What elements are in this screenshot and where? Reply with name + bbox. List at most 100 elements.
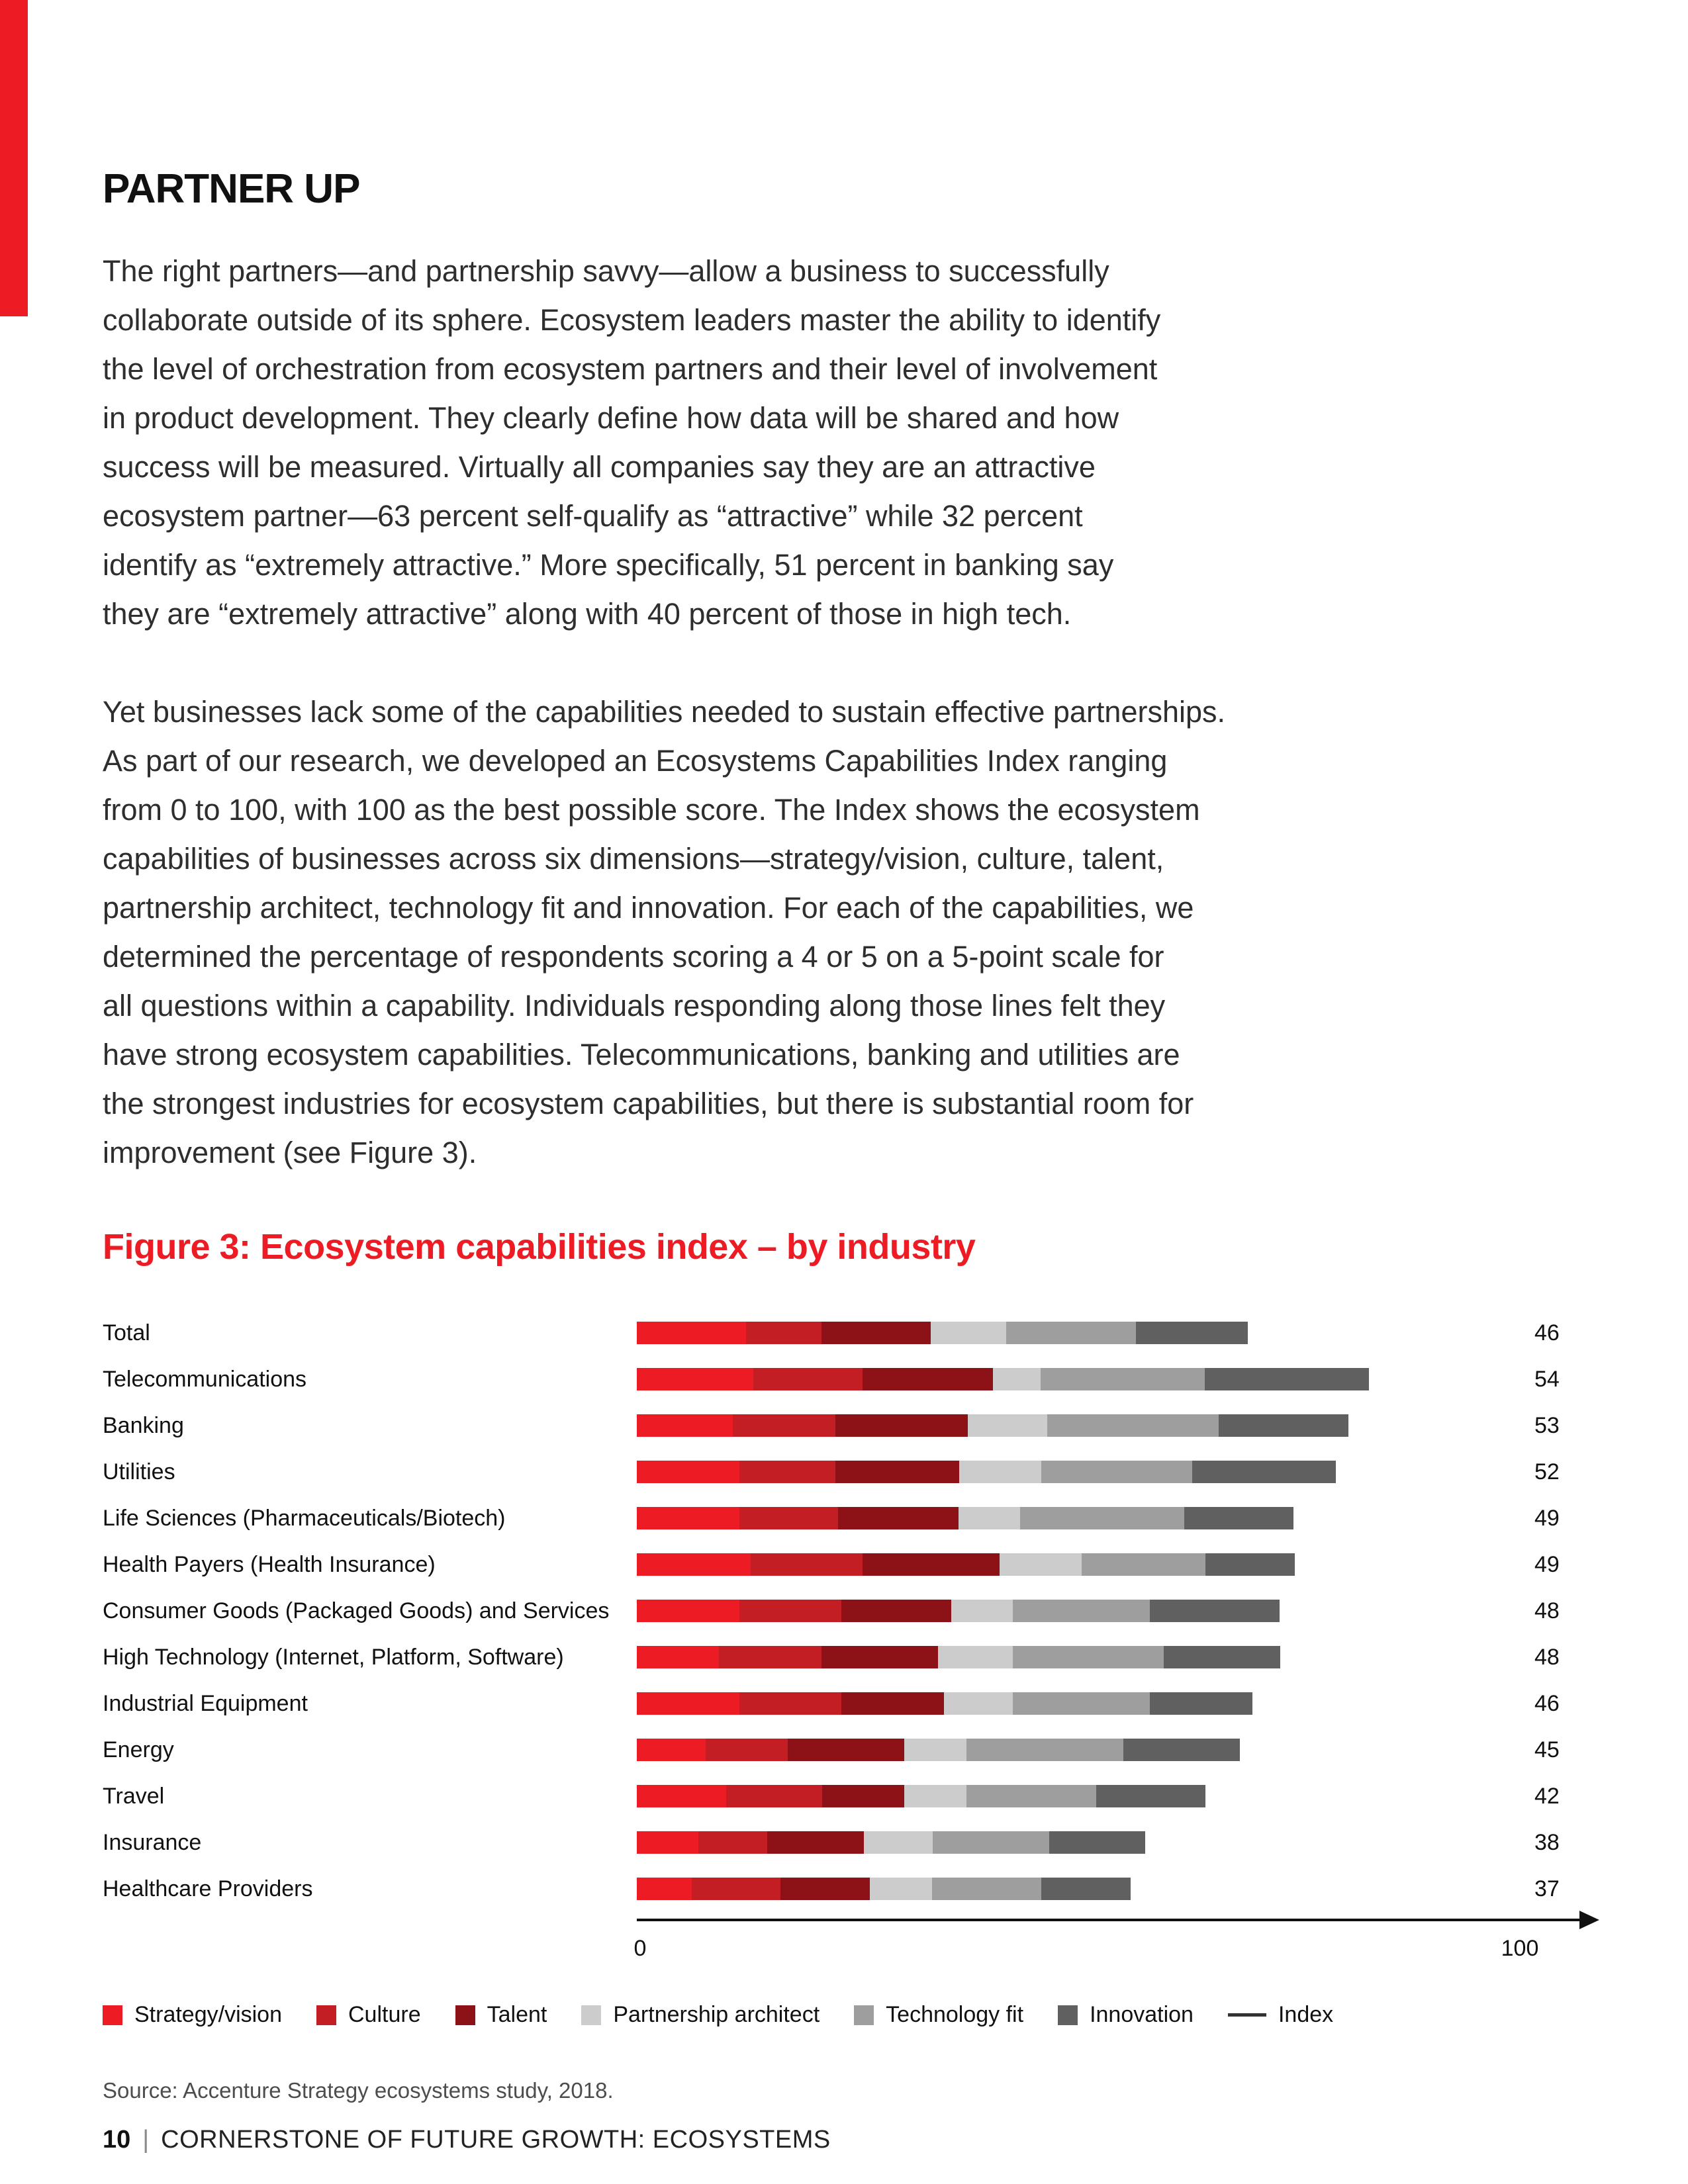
bar-segment-innovation: [1150, 1692, 1252, 1715]
page-footer: 10 | CORNERSTONE OF FUTURE GROWTH: ECOSY…: [103, 2126, 1592, 2154]
bar-segment-technology-fit: [1047, 1414, 1219, 1437]
bar-segment-culture: [719, 1646, 821, 1668]
bar-segment-partnership-architect: [1000, 1553, 1082, 1576]
chart-row-energy: Energy 45: [103, 1727, 1592, 1773]
stacked-bar: [637, 1553, 1520, 1576]
legend-label: Partnership architect: [613, 2002, 820, 2027]
bar-segment-technology-fit: [932, 1831, 1049, 1854]
stacked-bar: [637, 1692, 1520, 1715]
legend-color-swatch-icon: [316, 2005, 336, 2025]
chart-row-banking: Banking 53: [103, 1402, 1592, 1449]
bar-segment-strategy-vision: [637, 1831, 699, 1854]
bar-segment-culture: [751, 1553, 863, 1576]
bar-segment-partnership-architect: [937, 1646, 1013, 1668]
bar-segment-partnership-architect: [958, 1507, 1020, 1529]
bar-segment-technology-fit: [1013, 1600, 1150, 1622]
index-value-label: 45: [1534, 1737, 1560, 1762]
bar-segment-strategy-vision: [637, 1507, 739, 1529]
bar-segment-innovation: [1192, 1461, 1336, 1483]
bar-segment-partnership-architect: [931, 1322, 1006, 1344]
bar-segment-innovation: [1164, 1646, 1281, 1668]
legend-color-swatch-icon: [103, 2005, 122, 2025]
bar-segment-strategy-vision: [637, 1368, 754, 1390]
legend-label: Innovation: [1090, 2002, 1194, 2027]
legend-label: Index: [1278, 2002, 1334, 2027]
chart-legend: Strategy/vision Culture Talent Partnership …: [103, 2002, 1592, 2028]
bar-segment-talent: [863, 1368, 993, 1390]
page-number: 10: [103, 2126, 131, 2154]
stacked-bar: [637, 1646, 1520, 1668]
bar-segment-partnership-architect: [968, 1414, 1048, 1437]
chart-row-total: Total 46: [103, 1310, 1592, 1356]
bar-segment-culture: [726, 1785, 823, 1807]
index-value-label: 42: [1534, 1783, 1560, 1809]
legend-label: Strategy/vision: [134, 2002, 282, 2027]
bar-segment-talent: [841, 1600, 951, 1622]
bar-segment-strategy-vision: [637, 1414, 733, 1437]
bar-segment-talent: [863, 1553, 1000, 1576]
bar-segment-strategy-vision: [637, 1785, 726, 1807]
bar-segment-strategy-vision: [637, 1692, 739, 1715]
bar-segment-talent: [838, 1507, 959, 1529]
bar-segment-innovation: [1205, 1553, 1295, 1576]
bar-segment-strategy-vision: [637, 1646, 720, 1668]
page-edge-accent-bar: [0, 0, 28, 316]
footer-separator: |: [142, 2126, 150, 2154]
footer-title: CORNERSTONE OF FUTURE GROWTH: ECOSYSTEMS: [161, 2126, 831, 2154]
bar-segment-partnership-architect: [904, 1785, 966, 1807]
legend-item-innovation: Innovation: [1058, 2002, 1194, 2028]
index-value-label: 46: [1534, 1690, 1560, 1716]
chart-row-high-technology-internet-platform-software: High Technology (Internet, Platform, Sof…: [103, 1634, 1592, 1680]
bar-segment-innovation: [1184, 1507, 1294, 1529]
bar-segment-culture: [739, 1600, 842, 1622]
legend-line-marker: [1227, 2013, 1266, 2017]
stacked-bar: [637, 1414, 1520, 1437]
bar-segment-strategy-vision: [637, 1600, 739, 1622]
bar-segment-innovation: [1204, 1368, 1369, 1390]
stacked-bar: [637, 1785, 1520, 1807]
legend-item-technology-fit: Technology fit: [854, 2002, 1023, 2028]
index-value-label: 37: [1534, 1876, 1560, 1901]
bar-segment-culture: [698, 1831, 768, 1854]
legend-label: Culture: [348, 2002, 421, 2027]
category-label: Consumer Goods (Packaged Goods) and Serv…: [103, 1598, 610, 1623]
stacked-bar: [637, 1739, 1520, 1761]
bar-segment-partnership-architect: [904, 1739, 966, 1761]
bar-segment-strategy-vision: [637, 1878, 692, 1900]
stacked-bar: [637, 1600, 1520, 1622]
chart-row-insurance: Insurance 38: [103, 1819, 1592, 1866]
chart-row-utilities: Utilities 52: [103, 1449, 1592, 1495]
body-paragraph-2: Yet businesses lack some of the capabili…: [103, 695, 1226, 1169]
bar-segment-strategy-vision: [637, 1739, 706, 1761]
stacked-bar: [637, 1368, 1520, 1390]
chart-row-industrial-equipment: Industrial Equipment 46: [103, 1680, 1592, 1727]
bar-segment-partnership-architect: [944, 1692, 1013, 1715]
legend-color-swatch-icon: [1058, 2005, 1078, 2025]
category-label: Healthcare Providers: [103, 1876, 313, 1901]
category-label: Industrial Equipment: [103, 1690, 308, 1716]
x-axis-arrowhead-icon: [1579, 1911, 1599, 1929]
bar-segment-culture: [739, 1461, 836, 1483]
bar-segment-partnership-architect: [992, 1368, 1041, 1390]
chart-row-healthcare-providers: Healthcare Providers 37: [103, 1866, 1592, 1912]
source-note: Source: Accenture Strategy ecosystems st…: [103, 2078, 614, 2103]
bar-segment-culture: [753, 1368, 863, 1390]
chart-row-telecommunications: Telecommunications 54: [103, 1356, 1592, 1402]
legend-color-swatch-icon: [581, 2005, 602, 2025]
x-axis-line: [637, 1919, 1579, 1921]
bar-segment-talent: [821, 1322, 931, 1344]
stacked-bar: [637, 1507, 1520, 1529]
bar-segment-partnership-architect: [863, 1831, 933, 1854]
index-value-label: 52: [1534, 1459, 1560, 1484]
bar-segment-innovation: [1135, 1322, 1248, 1344]
category-label: Telecommunications: [103, 1366, 307, 1392]
bar-segment-technology-fit: [1013, 1646, 1164, 1668]
x-axis-tick-min: 0: [633, 1936, 647, 1961]
category-label: Insurance: [103, 1829, 202, 1855]
legend-item-culture: Culture: [316, 2002, 421, 2028]
bar-segment-technology-fit: [966, 1785, 1096, 1807]
legend-color-swatch-icon: [455, 2005, 475, 2025]
bar-segment-talent: [788, 1739, 905, 1761]
bar-segment-partnership-architect: [951, 1600, 1013, 1622]
bar-segment-technology-fit: [1006, 1322, 1136, 1344]
